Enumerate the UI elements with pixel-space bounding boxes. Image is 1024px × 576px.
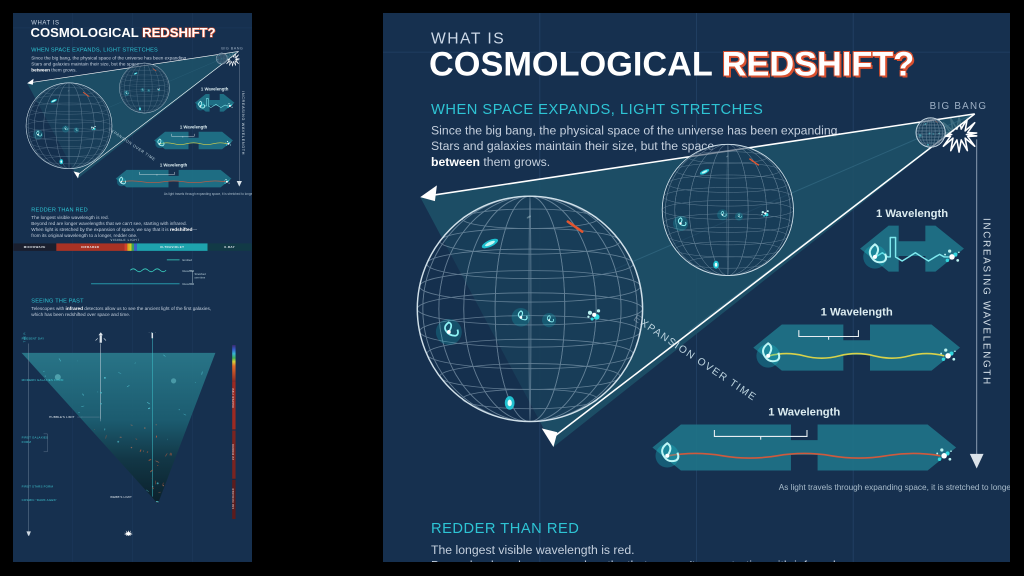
svg-text:MODERN GALAXIES FORM: MODERN GALAXIES FORM — [22, 378, 64, 382]
svg-text:MICROWAVE: MICROWAVE — [24, 245, 46, 249]
svg-text:Stretched: Stretched — [194, 272, 206, 276]
svg-text:Received: Received — [183, 282, 195, 286]
svg-text:1 Wavelength: 1 Wavelength — [821, 307, 893, 319]
svg-text:1 Wavelength: 1 Wavelength — [876, 208, 948, 220]
svg-text:INCREASING WAVELENGTH: INCREASING WAVELENGTH — [981, 218, 992, 386]
svg-text:over time: over time — [194, 276, 205, 280]
svg-text:ULTRAVIOLET: ULTRAVIOLET — [160, 245, 184, 249]
svg-text:INCREASING WAVELENGTH: INCREASING WAVELENGTH — [241, 91, 245, 155]
svg-text:DEEPER VIEW: DEEPER VIEW — [233, 387, 235, 407]
svg-text:WEBB'S LIMIT: WEBB'S LIMIT — [110, 495, 132, 499]
svg-text:X-RAY: X-RAY — [224, 245, 235, 249]
svg-text:1 Wavelength: 1 Wavelength — [180, 124, 208, 129]
svg-text:1 Wavelength: 1 Wavelength — [160, 162, 188, 167]
svg-text:HUBBLE'S LIMIT: HUBBLE'S LIMIT — [49, 415, 74, 419]
svg-text:FIRST STARS FORM: FIRST STARS FORM — [22, 484, 54, 488]
svg-text:1 Wavelength: 1 Wavelength — [768, 407, 840, 419]
svg-text:PRESENT DAY: PRESENT DAY — [22, 337, 45, 341]
svg-text:Emitted: Emitted — [183, 258, 193, 262]
svg-text:COSMIC "DARK AGES": COSMIC "DARK AGES" — [22, 498, 57, 502]
svg-text:FORM: FORM — [22, 440, 32, 444]
svg-text:INFRARED: INFRARED — [81, 245, 100, 249]
svg-text:Received: Received — [183, 269, 195, 273]
svg-text:1 Wavelength: 1 Wavelength — [201, 87, 229, 92]
svg-text:VISIBLE LIGHT: VISIBLE LIGHT — [110, 239, 139, 242]
svg-text:JW MIRROR: JW MIRROR — [233, 444, 235, 460]
